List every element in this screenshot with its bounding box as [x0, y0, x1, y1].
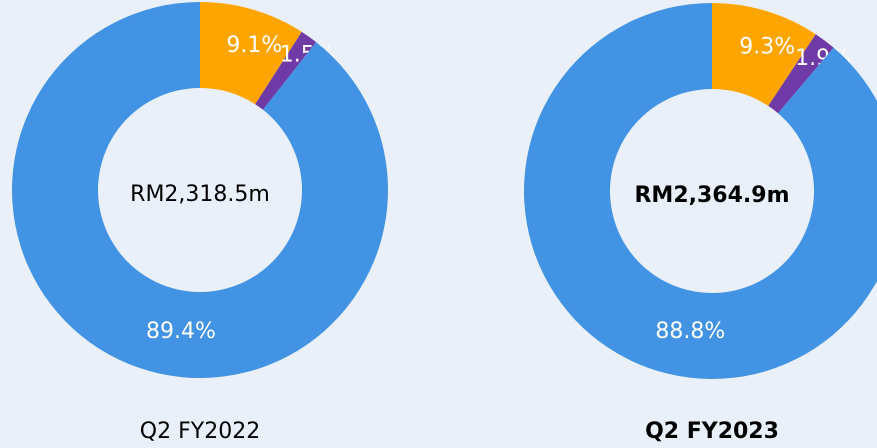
slice: [768, 34, 834, 114]
slice-label: 88.8%: [655, 319, 725, 344]
slice: [11, 2, 389, 378]
slice-label: 89.4%: [146, 319, 216, 344]
chart-title: Q2 FY2023: [645, 419, 779, 444]
center-label: RM2,318.5m: [130, 182, 270, 207]
slice: [255, 31, 317, 110]
slice: [712, 3, 816, 106]
center-label: RM2,364.9m: [634, 183, 789, 208]
slice-label: 9.3%: [739, 34, 795, 59]
slice: [200, 2, 302, 105]
slice-label: 9.1%: [226, 33, 282, 58]
chart-title: Q2 FY2022: [140, 419, 260, 444]
slice: [524, 3, 877, 379]
